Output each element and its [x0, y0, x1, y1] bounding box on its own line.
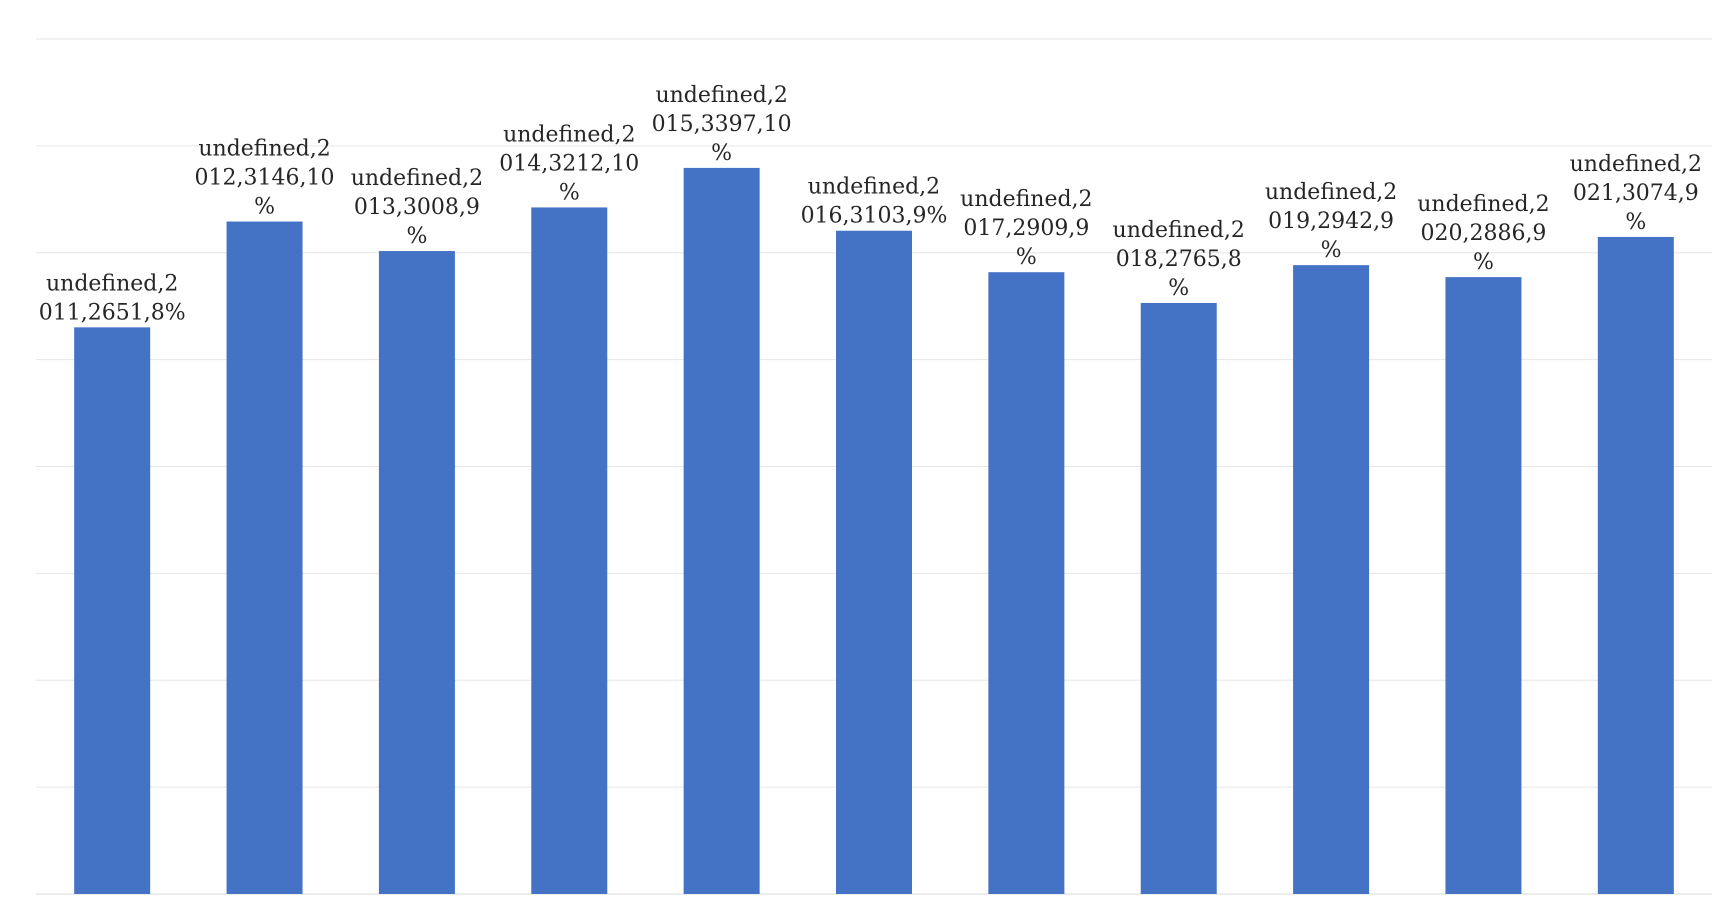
data-label-line: 014,3212,10	[499, 151, 639, 176]
data-label-line: %	[711, 141, 732, 166]
data-label-line: undefined,2	[808, 175, 940, 200]
data-label-line: 012,3146,10	[195, 166, 335, 191]
bar-2013	[378, 251, 455, 895]
data-label-2020: undefined,2 020,2886,9%	[1417, 192, 1549, 275]
data-label-line: undefined,2	[351, 166, 483, 191]
data-label-2011: undefined,2 011,2651,8%	[39, 271, 186, 325]
data-label-2014: undefined,2 014,3212,10%	[499, 122, 639, 205]
data-labels: undefined,2 011,2651,8% undefined,2 012,314…	[39, 83, 1702, 325]
bar-2019	[1293, 265, 1370, 895]
data-label-line: undefined,2	[960, 187, 1092, 212]
data-label-line: 017,2909,9	[963, 216, 1089, 241]
data-label-line: %	[559, 180, 580, 205]
data-label-line: undefined,2	[1570, 152, 1702, 177]
data-label-line: 019,2942,9	[1268, 209, 1394, 234]
bar-2011	[74, 327, 151, 894]
data-label-2017: undefined,2 017,2909,9%	[960, 187, 1092, 270]
bar-2015	[683, 167, 760, 895]
data-label-line: %	[254, 195, 275, 220]
data-label-2021: undefined,2 021,3074,9%	[1570, 152, 1702, 235]
data-label-line: undefined,2	[503, 122, 635, 147]
data-label-line: %	[1473, 250, 1494, 275]
bar-2012	[226, 221, 303, 895]
data-label-line: undefined,2	[655, 83, 787, 108]
data-label-line: undefined,2	[46, 271, 178, 296]
bar-2020	[1445, 277, 1522, 894]
bar-2021	[1597, 236, 1674, 894]
data-label-line: undefined,2	[1265, 180, 1397, 205]
bar-2018	[1140, 302, 1217, 894]
data-label-line: %	[1168, 276, 1189, 301]
data-label-line: 021,3074,9	[1573, 181, 1699, 206]
data-label-line: %	[1625, 210, 1646, 235]
data-label-line: %	[1321, 238, 1342, 263]
data-label-line: 020,2886,9	[1420, 221, 1546, 246]
bars	[74, 167, 1674, 895]
data-label-2012: undefined,2 012,3146,10%	[195, 137, 335, 220]
bar-2016	[836, 230, 912, 894]
data-label-line: 018,2765,8	[1116, 247, 1242, 272]
data-label-2016: undefined,2 016,3103,9%	[801, 175, 948, 229]
data-label-2015: undefined,2 015,3397,10%	[652, 83, 792, 166]
data-label-2013: undefined,2 013,3008,9%	[351, 166, 483, 249]
bar-2014	[531, 207, 608, 894]
data-label-line: undefined,2	[198, 137, 330, 162]
data-label-2019: undefined,2 019,2942,9%	[1265, 180, 1397, 263]
data-label-line: undefined,2	[1113, 218, 1245, 243]
data-label-line: 016,3103,9%	[801, 204, 948, 229]
data-label-line: 015,3397,10	[652, 112, 792, 137]
data-label-line: 011,2651,8%	[39, 300, 186, 325]
data-label-line: %	[406, 224, 427, 249]
bar-2017	[988, 272, 1065, 894]
data-label-2018: undefined,2 018,2765,8%	[1113, 218, 1245, 301]
data-label-line: 013,3008,9	[354, 195, 480, 220]
data-label-line: undefined,2	[1417, 192, 1549, 217]
data-label-line: %	[1016, 245, 1037, 270]
